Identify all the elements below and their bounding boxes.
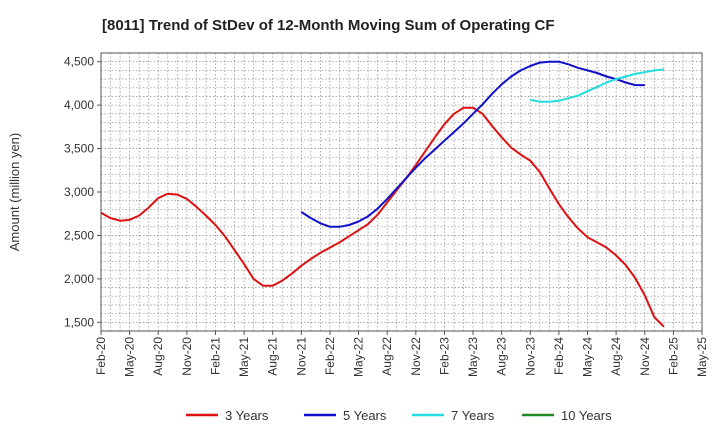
series-line-7-years	[530, 68, 664, 103]
x-tick-label: May-22	[352, 337, 366, 377]
x-tick-label: Aug-21	[266, 337, 280, 376]
x-tick-label: Aug-20	[151, 337, 165, 376]
y-tick-label: 1,500	[64, 315, 94, 329]
y-tick-label: 2,000	[64, 272, 94, 286]
series-line-5-years	[300, 60, 645, 228]
x-tick-label: Nov-22	[409, 337, 423, 376]
x-tick-label: Feb-21	[208, 337, 222, 375]
y-tick-label: 3,000	[64, 185, 94, 199]
x-tick-label: Feb-23	[437, 337, 451, 375]
x-tick-label: Feb-25	[666, 337, 680, 375]
legend-label-3-years: 3 Years	[225, 408, 269, 423]
x-tick-labels: Feb-20 May-20 Aug-20 Nov-20 Feb-21 May-21 Aug-…	[94, 331, 709, 377]
x-tick-label: Nov-20	[180, 337, 194, 376]
x-tick-label: May-23	[466, 337, 480, 377]
series-line-3-years	[100, 106, 665, 328]
x-tick-label: May-21	[237, 337, 251, 377]
legend: 3 Years 5 Years 7 Years 10 Years	[186, 408, 612, 423]
x-tick-label: May-24	[581, 337, 595, 377]
y-tick-label: 4,500	[64, 55, 94, 69]
y-tick-label: 3,500	[64, 142, 94, 156]
x-tick-label: Feb-24	[552, 337, 566, 375]
chart-title: [8011] Trend of StDev of 12-Month Moving…	[102, 17, 555, 34]
x-tick-label: Aug-24	[609, 337, 623, 376]
y-axis-title: Amount (million yen)	[7, 133, 22, 252]
x-tick-label: Nov-23	[523, 337, 537, 376]
legend-label-7-years: 7 Years	[451, 408, 495, 423]
series-layer	[100, 60, 665, 328]
x-tick-label: May-25	[695, 337, 709, 377]
x-tick-label: Aug-22	[380, 337, 394, 376]
x-tick-label: Nov-21	[294, 337, 308, 376]
legend-label-5-years: 5 Years	[343, 408, 387, 423]
y-tick-label: 2,500	[64, 228, 94, 242]
grid-layer	[101, 53, 702, 331]
legend-label-10-years: 10 Years	[561, 408, 612, 423]
y-tick-label: 4,000	[64, 98, 94, 112]
x-tick-label: Nov-24	[638, 337, 652, 376]
x-tick-label: Aug-23	[495, 337, 509, 376]
plot-area-frame	[100, 52, 703, 332]
x-tick-label: Feb-22	[323, 337, 337, 375]
y-tick-labels: 1,500 2,000 2,500 3,000 3,500 4,000 4,500	[64, 55, 101, 329]
x-tick-label: May-20	[123, 337, 137, 377]
x-tick-label: Feb-20	[94, 337, 108, 375]
